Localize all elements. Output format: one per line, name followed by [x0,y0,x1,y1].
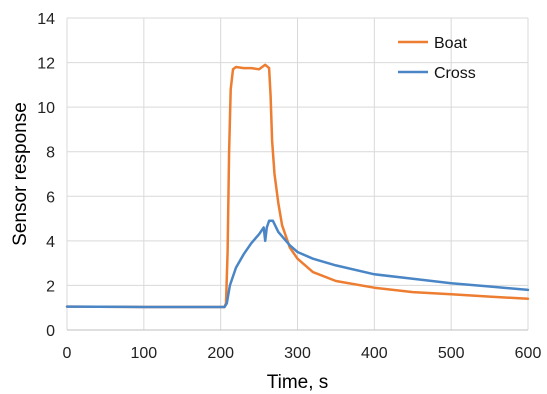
y-tick-label: 2 [46,278,55,295]
series-group [65,63,530,309]
y-tick-label: 10 [37,100,55,117]
y-tick-label: 4 [46,234,55,251]
x-tick-label: 100 [130,345,157,362]
legend: Boat Cross [398,35,476,82]
y-tick-label: 6 [46,189,55,206]
y-tick-label: 8 [46,145,55,162]
x-tick-label: 0 [63,345,72,362]
series-line-boat [65,63,530,309]
y-tick-label: 0 [46,323,55,340]
x-tick-label: 400 [361,345,388,362]
y-tick-label: 14 [37,11,55,28]
series-line-cross [65,219,530,309]
grid [66,17,529,331]
x-tick-label: 500 [438,345,465,362]
legend-label-boat: Boat [434,35,467,52]
y-axis-title: Sensor response [10,102,31,246]
x-axis-title: Time, s [267,372,329,393]
x-tick-label: 300 [284,345,311,362]
x-tick-label: 600 [515,345,542,362]
legend-label-cross: Cross [434,65,476,82]
x-tick-label: 200 [207,345,234,362]
y-tick-label: 12 [37,56,55,73]
axes: 0 2 4 6 8 10 12 14 0 100 200 300 400 500 600 [37,11,541,362]
